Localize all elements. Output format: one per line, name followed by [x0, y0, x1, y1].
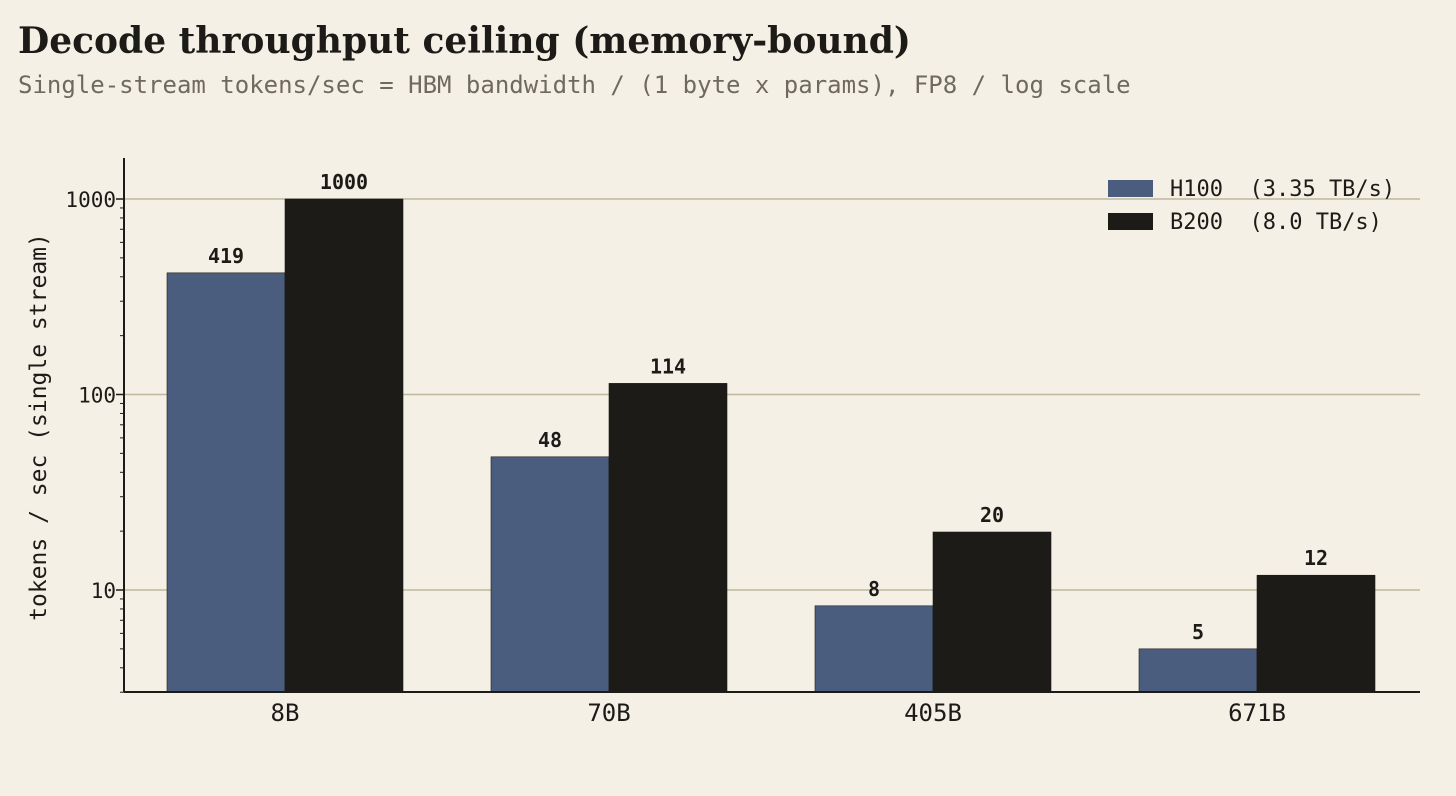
x-tick-label: 8B: [271, 699, 300, 727]
bar: [166, 272, 286, 693]
bar: [284, 198, 404, 693]
bar: [1256, 574, 1376, 693]
legend-swatch: [1108, 213, 1153, 230]
bar-value-label: 5: [1192, 620, 1204, 644]
bar-value-label: 8: [868, 577, 880, 601]
legend-swatch: [1108, 180, 1153, 197]
chart-subtitle: Single-stream tokens/sec = HBM bandwidth…: [18, 71, 1131, 99]
y-tick-label: 1000: [65, 188, 116, 212]
bar: [490, 456, 610, 693]
data-labels: 419 1000 48 114 8 20 5 12: [208, 170, 1328, 644]
x-tick-label: 671B: [1228, 699, 1286, 727]
bar-value-label: 419: [208, 244, 244, 268]
y-axis-label: tokens / sec (single stream): [26, 233, 52, 621]
bar-value-label: 12: [1304, 546, 1328, 570]
bar-value-label: 1000: [320, 170, 368, 194]
bar-value-label: 48: [538, 428, 562, 452]
legend: H100 (3.35 TB/s) B200 (8.0 TB/s): [1108, 177, 1395, 235]
y-tick-label: 10: [91, 579, 116, 603]
bar: [814, 605, 934, 693]
bar-value-label: 114: [650, 354, 686, 378]
bar-value-label: 20: [980, 503, 1004, 527]
chart-title: Decode throughput ceiling (memory-bound): [18, 20, 911, 62]
legend-label: H100 (3.35 TB/s): [1170, 177, 1395, 202]
bar: [608, 383, 728, 693]
bar: [932, 531, 1052, 693]
axes: 10 100 1000 8B 70B 405B 671B: [65, 158, 1420, 727]
y-tick-label: 100: [78, 384, 116, 408]
x-tick-label: 70B: [587, 699, 630, 727]
x-tick-label: 405B: [904, 699, 962, 727]
bars: [166, 198, 1376, 693]
legend-label: B200 (8.0 TB/s): [1170, 210, 1382, 235]
bar: [1138, 648, 1258, 693]
